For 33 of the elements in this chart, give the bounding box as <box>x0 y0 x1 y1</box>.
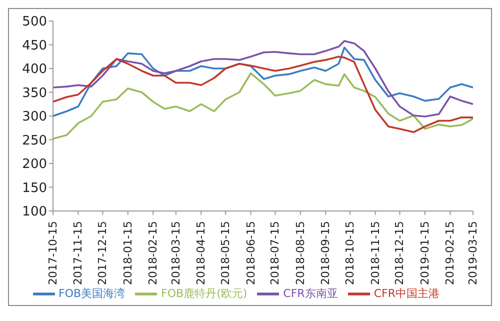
y-tick-label: 500 <box>22 14 47 30</box>
x-tick-label: 2017-11-15 <box>72 221 85 285</box>
x-tick-label: 2018-12-15 <box>393 221 406 285</box>
x-tick-label: 2018-04-15 <box>194 221 208 285</box>
x-tick-label: 2017-10-15 <box>46 221 60 285</box>
x-tick-label: 2018-08-15 <box>294 221 307 285</box>
x-tick-label: 2018-09-15 <box>319 221 332 285</box>
x-tick-label: 2018-02-15 <box>146 221 160 285</box>
y-tick-label: 300 <box>22 110 47 125</box>
x-tick-label: 2019-02-15 <box>444 221 457 285</box>
x-tick-label: 2018-10-15 <box>344 221 357 285</box>
x-tick-label: 2018-06-15 <box>244 221 258 285</box>
x-tick-label: 2018-07-15 <box>268 221 282 285</box>
legend-label: FOB美国海湾 <box>58 287 126 300</box>
y-tick-label: 100 <box>22 204 47 220</box>
line-series <box>53 56 473 134</box>
x-tick-label: 2018-11-15 <box>368 221 382 285</box>
legend-label: CFR东南亚 <box>283 287 338 300</box>
x-tick-label: 2018-03-15 <box>169 221 182 285</box>
x-tick-label: 2018-05-15 <box>219 221 232 285</box>
x-tick-label: 2019-01-15 <box>418 221 432 285</box>
y-tick-label: 250 <box>22 133 47 148</box>
legend-label: CFR中国主港 <box>374 287 440 300</box>
x-tick-label: 2017-12-15 <box>96 221 110 285</box>
y-tick-label: 150 <box>22 180 47 196</box>
y-tick-label: 450 <box>22 38 47 54</box>
y-tick-label: 350 <box>22 86 47 101</box>
y-tick-label: 400 <box>22 62 47 78</box>
y-tick-label: 200 <box>22 157 47 172</box>
x-tick-label: 2018-01-15 <box>121 221 134 285</box>
x-tick-label: 2019-03-15 <box>466 221 480 285</box>
line-series <box>53 72 473 140</box>
legend-label: FOB鹿特丹(欧元) <box>161 287 248 300</box>
